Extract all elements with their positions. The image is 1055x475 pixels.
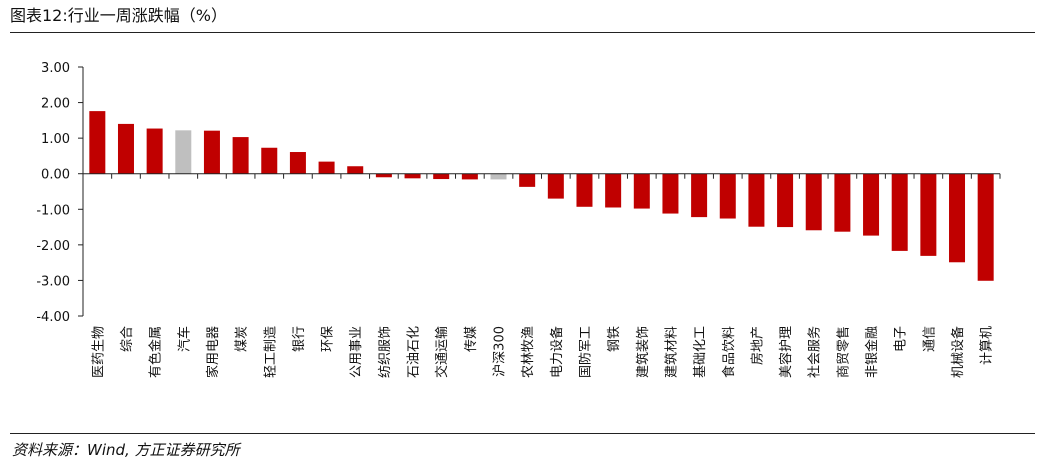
bar xyxy=(719,173,736,219)
bar xyxy=(920,173,937,256)
bar xyxy=(490,173,507,180)
x-category-label: 非银金融 xyxy=(864,326,880,378)
x-category-label: 电力设备 xyxy=(549,326,565,378)
bar xyxy=(261,147,278,174)
bar xyxy=(547,173,564,199)
title-rule xyxy=(10,32,1035,33)
x-category-label: 食品饮料 xyxy=(721,326,737,378)
chart-title: 图表12:行业一周涨跌幅（%） xyxy=(10,6,227,25)
bar xyxy=(605,173,622,208)
x-category-label: 计算机 xyxy=(980,326,995,365)
x-category-label: 公用事业 xyxy=(349,326,364,378)
x-category-label: 有色金属 xyxy=(148,326,164,378)
bar xyxy=(834,173,851,232)
x-category-label: 钢铁 xyxy=(607,326,622,352)
x-category-label: 建筑材料 xyxy=(663,326,679,378)
bar xyxy=(289,152,306,174)
x-category-label: 基础化工 xyxy=(693,326,708,378)
bar xyxy=(203,130,220,174)
x-category-label: 电子 xyxy=(894,326,909,352)
bar xyxy=(375,173,392,178)
bar xyxy=(232,137,249,174)
x-category-label: 煤炭 xyxy=(235,326,250,352)
x-category-label: 机械设备 xyxy=(950,326,966,378)
x-category-label: 房地产 xyxy=(749,326,765,365)
bar xyxy=(805,173,822,231)
x-category-label: 社会服务 xyxy=(807,326,823,378)
x-category-label: 交通运输 xyxy=(434,326,450,378)
bar xyxy=(347,166,364,174)
x-category-label: 轻工制造 xyxy=(263,326,278,378)
bar xyxy=(519,173,536,187)
x-category-label: 建筑装饰 xyxy=(635,326,651,378)
x-category-label: 沪深300 xyxy=(492,326,508,377)
bar xyxy=(691,173,708,218)
source-rule xyxy=(10,433,1035,434)
bar xyxy=(433,173,450,180)
x-category-label: 农林牧渔 xyxy=(521,326,536,378)
bar xyxy=(777,173,794,228)
y-tick-label: -4.00 xyxy=(36,310,70,325)
bar xyxy=(977,173,994,281)
x-category-label: 通信 xyxy=(922,326,937,352)
bar xyxy=(89,111,106,174)
x-category-label: 传媒 xyxy=(464,326,479,352)
bar xyxy=(748,173,765,227)
bar xyxy=(175,130,192,174)
y-tick-label: -2.00 xyxy=(36,239,70,254)
x-category-label: 美容护理 xyxy=(778,326,794,378)
x-category-label: 商贸零售 xyxy=(835,326,851,378)
bar xyxy=(633,173,650,209)
bar xyxy=(662,173,679,214)
x-category-label: 纺织服饰 xyxy=(378,326,393,378)
y-tick-label: 0.00 xyxy=(41,168,70,183)
y-tick-label: -1.00 xyxy=(36,203,70,218)
bar xyxy=(461,173,478,180)
x-category-label: 家用电器 xyxy=(205,326,221,378)
x-category-label: 石油石化 xyxy=(407,326,422,378)
bar xyxy=(404,173,421,179)
bar xyxy=(117,123,134,174)
bar xyxy=(146,128,163,174)
x-category-label: 国防军工 xyxy=(577,326,593,378)
y-tick-label: 2.00 xyxy=(41,97,70,112)
bar xyxy=(576,173,593,207)
bar xyxy=(863,173,880,236)
source-note: 资料来源：Wind, 方正证券研究所 xyxy=(12,441,240,459)
x-category-label: 汽车 xyxy=(176,326,192,352)
x-category-label: 综合 xyxy=(120,326,135,352)
bar xyxy=(949,173,966,263)
y-tick-label: 1.00 xyxy=(41,132,70,147)
y-tick-label: -3.00 xyxy=(36,274,70,289)
y-tick-label: 3.00 xyxy=(41,61,70,76)
bar xyxy=(891,173,908,251)
x-category-label: 医药生物 xyxy=(91,326,106,378)
bar xyxy=(318,161,335,174)
x-category-label: 银行 xyxy=(292,326,307,352)
x-category-label: 环保 xyxy=(321,326,336,352)
